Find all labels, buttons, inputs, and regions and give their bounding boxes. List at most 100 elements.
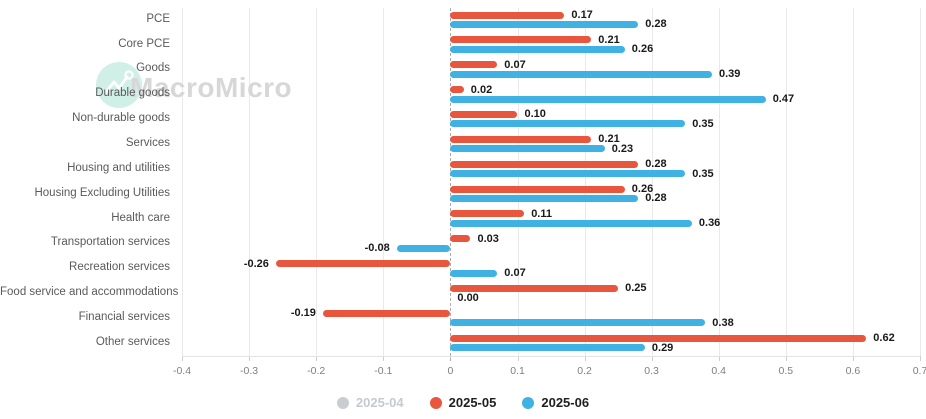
bar-2025-05 <box>450 210 525 218</box>
x-axis-tick-label: -0.4 <box>172 365 192 377</box>
x-axis-tick-label: 0.7 <box>912 365 926 377</box>
x-axis-tick-label: -0.2 <box>307 365 326 377</box>
legend-marker-icon <box>336 396 349 409</box>
value-label: 0.21 <box>598 33 620 46</box>
bar-2025-06 <box>450 194 639 202</box>
axis-tick <box>182 356 183 361</box>
bar-2025-06 <box>450 45 625 53</box>
value-label: 0.38 <box>712 316 734 329</box>
x-axis-line <box>182 356 920 357</box>
gridline <box>584 8 586 356</box>
axis-tick <box>920 356 921 361</box>
bar-2025-05 <box>450 110 518 118</box>
axis-tick <box>852 356 854 361</box>
category-label: Recreation services <box>69 261 170 274</box>
bar-2025-06 <box>450 319 706 327</box>
x-axis-tick-label: 0 <box>447 365 454 377</box>
x-axis-tick-label: 0.5 <box>778 365 794 377</box>
gridline <box>920 8 921 356</box>
value-label: 0.39 <box>719 68 741 81</box>
axis-tick <box>316 356 318 361</box>
bar-2025-06 <box>450 120 686 128</box>
value-label: 0.36 <box>698 217 721 230</box>
axis-tick <box>651 356 653 361</box>
value-label: 0.07 <box>504 267 526 279</box>
value-label: 0.23 <box>611 142 634 155</box>
bar-2025-05 <box>322 309 451 317</box>
x-axis-tick-label: 0.2 <box>577 365 592 377</box>
value-label: 0.25 <box>625 282 647 295</box>
category-label: Durable goods <box>95 87 170 100</box>
value-label: 0.03 <box>477 232 499 245</box>
axis-tick <box>785 356 787 361</box>
category-label: Services <box>125 137 170 149</box>
value-label: 0.21 <box>598 133 620 146</box>
value-label: 0.10 <box>524 108 546 121</box>
gridline <box>517 8 519 356</box>
legend-marker-icon <box>429 396 442 409</box>
value-label: 0.29 <box>651 341 674 354</box>
x-axis-tick-label: 0.1 <box>510 365 525 377</box>
category-label: Other services <box>95 335 170 348</box>
category-label: Goods <box>136 62 170 75</box>
bar-2025-06 <box>450 170 686 177</box>
x-axis-tick-label: 0.6 <box>845 365 861 377</box>
value-label: 0.28 <box>645 158 667 171</box>
category-label: Health care <box>111 211 170 224</box>
bar-2025-05 <box>450 11 565 19</box>
legend-item-2025-04[interactable]: 2025-04 <box>336 395 404 410</box>
legend-label: 2025-06 <box>541 395 590 410</box>
gridline <box>651 8 653 356</box>
gridline <box>182 8 183 356</box>
bar-2025-05 <box>450 135 592 143</box>
value-label: 0.02 <box>470 83 493 96</box>
bar-2025-06 <box>450 145 605 153</box>
bar-2025-05 <box>450 160 639 168</box>
bar-2025-05 <box>450 185 625 193</box>
legend-marker-icon <box>522 396 535 409</box>
axis-tick <box>718 356 720 361</box>
bar-2025-05 <box>450 61 498 69</box>
bar-2025-06 <box>450 269 498 277</box>
bar-2025-06 <box>450 20 639 28</box>
gridline <box>785 8 787 356</box>
value-label: 0.11 <box>531 207 552 220</box>
value-label: -0.08 <box>364 242 390 255</box>
bar-2025-06 <box>450 95 766 103</box>
axis-tick <box>249 356 251 361</box>
value-label: -0.26 <box>243 257 269 270</box>
value-label: 0.00 <box>457 291 479 304</box>
bar-2025-06 <box>450 219 692 227</box>
value-label: 0.26 <box>631 183 654 195</box>
value-label: 0.07 <box>504 58 526 71</box>
x-axis-tick-label: 0.3 <box>644 365 659 377</box>
value-label: -0.19 <box>290 307 316 320</box>
bar-2025-06 <box>450 70 713 78</box>
bar-2025-05 <box>450 334 867 342</box>
x-axis-tick-label: -0.3 <box>240 365 259 377</box>
category-label: PCE <box>146 12 170 25</box>
value-label: 0.62 <box>873 332 895 345</box>
bar-2025-05 <box>275 260 451 268</box>
gridline <box>316 8 318 356</box>
bar-2025-05 <box>450 235 471 243</box>
bar-2025-05 <box>450 86 464 94</box>
gridline <box>383 8 385 356</box>
bar-2025-05 <box>450 284 619 292</box>
category-label: Non-durable goods <box>72 112 170 125</box>
gridline <box>718 8 720 356</box>
category-label: Housing and utilities <box>67 161 170 174</box>
gridline <box>249 8 251 356</box>
value-label: 0.17 <box>571 9 593 21</box>
category-label: Food service and accommodations <box>0 286 179 299</box>
value-label: 0.35 <box>692 167 714 180</box>
value-label: 0.47 <box>772 93 795 105</box>
legend-item-2025-06[interactable]: 2025-06 <box>522 395 589 410</box>
bar-2025-05 <box>450 36 592 44</box>
category-label: Housing Excluding Utilities <box>34 186 170 199</box>
legend-label: 2025-04 <box>355 395 404 410</box>
value-label: 0.28 <box>645 18 667 31</box>
legend-item-2025-05[interactable]: 2025-05 <box>429 395 497 410</box>
legend-label: 2025-05 <box>448 395 497 410</box>
